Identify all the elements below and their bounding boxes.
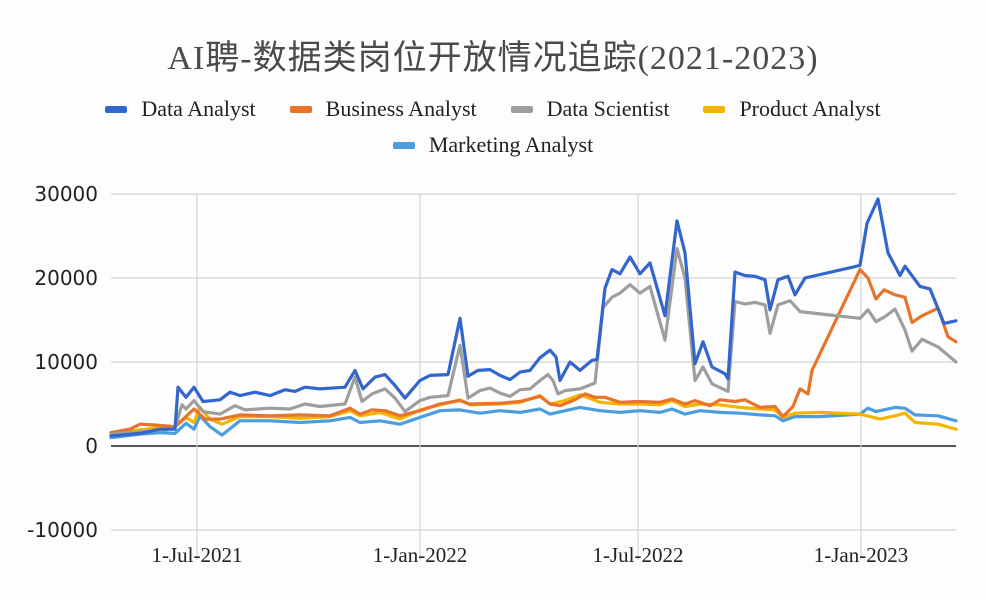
legend-label: Product Analyst	[739, 96, 881, 121]
legend-item-business-analyst[interactable]: Business Analyst	[289, 96, 477, 122]
legend-row-1: Data Analyst Business Analyst Data Scien…	[0, 96, 986, 122]
y-axis-ticks: 30000 20000 10000 0 -10000	[27, 182, 98, 542]
y-tick-label: -10000	[27, 518, 98, 542]
legend-swatch-icon	[105, 105, 128, 113]
legend-swatch-icon	[289, 105, 312, 113]
legend-label: Marketing Analyst	[428, 132, 594, 157]
legend-swatch-icon	[392, 141, 415, 149]
legend-label: Business Analyst	[325, 96, 477, 121]
legend-label: Data Analyst	[141, 96, 256, 121]
series-lines	[109, 197, 958, 440]
series-line-business-analyst	[109, 268, 958, 435]
series-line-data-scientist	[109, 247, 958, 436]
x-tick-label: 1-Jan-2023	[814, 543, 908, 567]
x-tick-label: 1-Jan-2022	[373, 543, 467, 567]
legend-item-data-analyst[interactable]: Data Analyst	[105, 96, 256, 122]
x-axis-ticks: 1-Jul-2021 1-Jan-2022 1-Jul-2022 1-Jan-2023	[152, 543, 909, 567]
x-tick-label: 1-Jul-2022	[593, 543, 684, 567]
legend-row-2: Marketing Analyst	[0, 132, 986, 158]
legend-swatch-icon	[703, 105, 726, 113]
y-tick-label: 0	[85, 434, 98, 458]
y-tick-label: 20000	[34, 266, 98, 290]
y-tick-label: 10000	[34, 350, 98, 374]
legend-swatch-icon	[510, 105, 533, 113]
series-line-data-analyst	[109, 197, 958, 438]
x-tick-label: 1-Jul-2021	[152, 543, 243, 567]
chart-title: AI聘-数据类岗位开放情况追踪(2021-2023)	[167, 40, 819, 77]
gridlines	[111, 193, 956, 560]
series-line-marketing-analyst	[109, 405, 958, 440]
legend-item-marketing-analyst[interactable]: Marketing Analyst	[392, 132, 594, 158]
y-tick-label: 30000	[34, 182, 98, 206]
legend-label: Data Scientist	[546, 96, 670, 121]
legend-item-product-analyst[interactable]: Product Analyst	[703, 96, 881, 122]
legend-item-data-scientist[interactable]: Data Scientist	[510, 96, 670, 122]
